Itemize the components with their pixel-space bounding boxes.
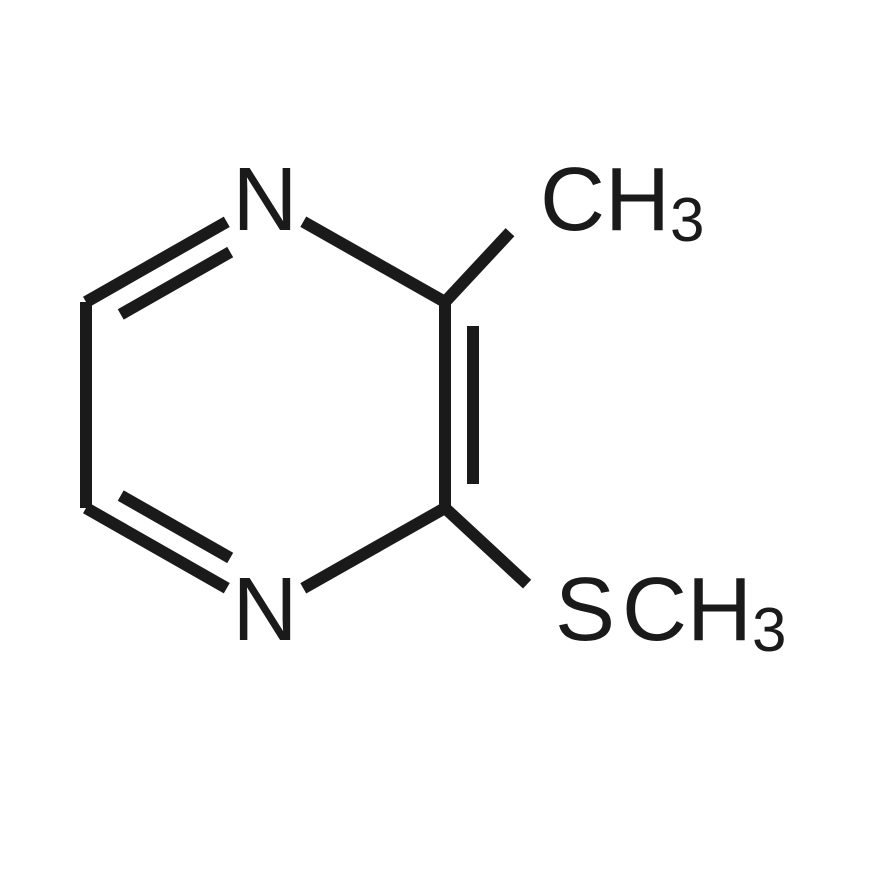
atom-label-N1: N xyxy=(233,150,298,250)
chemical-structure: NNCH3SCH3 xyxy=(0,0,890,890)
atom-label-CH3_bot: CH3 xyxy=(622,560,786,665)
atom-label-N4: N xyxy=(233,560,298,660)
atom-label-CH3_top: CH3 xyxy=(540,150,704,255)
atom-label-S: S xyxy=(555,560,615,660)
